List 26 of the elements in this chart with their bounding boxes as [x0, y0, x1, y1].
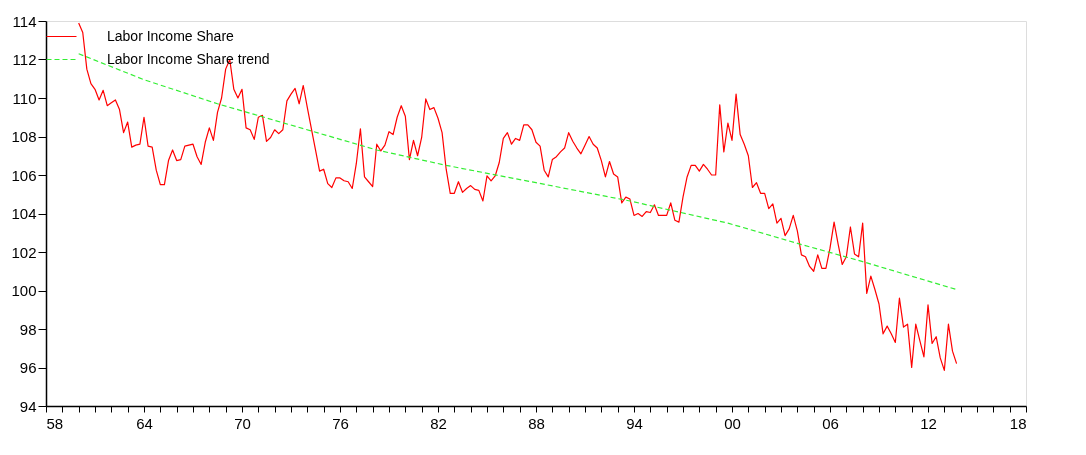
- line-series: [78, 53, 958, 291]
- y-tick-label: 98: [19, 320, 37, 338]
- y-tick-label: 104: [11, 205, 37, 222]
- y-tick-label: 96: [19, 359, 37, 376]
- y-tick-label: 110: [12, 89, 37, 107]
- legend-label: Labor Income Share trend: [107, 50, 270, 67]
- x-tick-label: 12: [920, 414, 937, 432]
- y-tick-label: 102: [11, 243, 37, 261]
- y-tick-label: 112: [12, 51, 37, 68]
- x-tick-label: 00: [724, 414, 741, 432]
- x-tick-label: 88: [528, 414, 545, 432]
- x-tick-label: 64: [136, 414, 153, 432]
- legend-label: Labor Income Share: [107, 27, 235, 44]
- x-tick-label: 76: [332, 414, 349, 432]
- x-tick-label: 58: [46, 414, 64, 432]
- y-tick-label: 108: [11, 128, 37, 145]
- line-series: [78, 22, 958, 371]
- x-tick-label: 18: [1009, 414, 1027, 432]
- x-tick-label: 06: [822, 414, 839, 432]
- x-tick-label: 82: [430, 414, 447, 432]
- y-tick-label: 94: [19, 397, 37, 415]
- x-tick-label: 70: [234, 414, 251, 432]
- y-tick-label: 114: [12, 12, 37, 30]
- y-tick-label: 106: [11, 166, 37, 184]
- x-tick-label: 94: [626, 414, 643, 432]
- y-tick-label: 100: [11, 282, 37, 299]
